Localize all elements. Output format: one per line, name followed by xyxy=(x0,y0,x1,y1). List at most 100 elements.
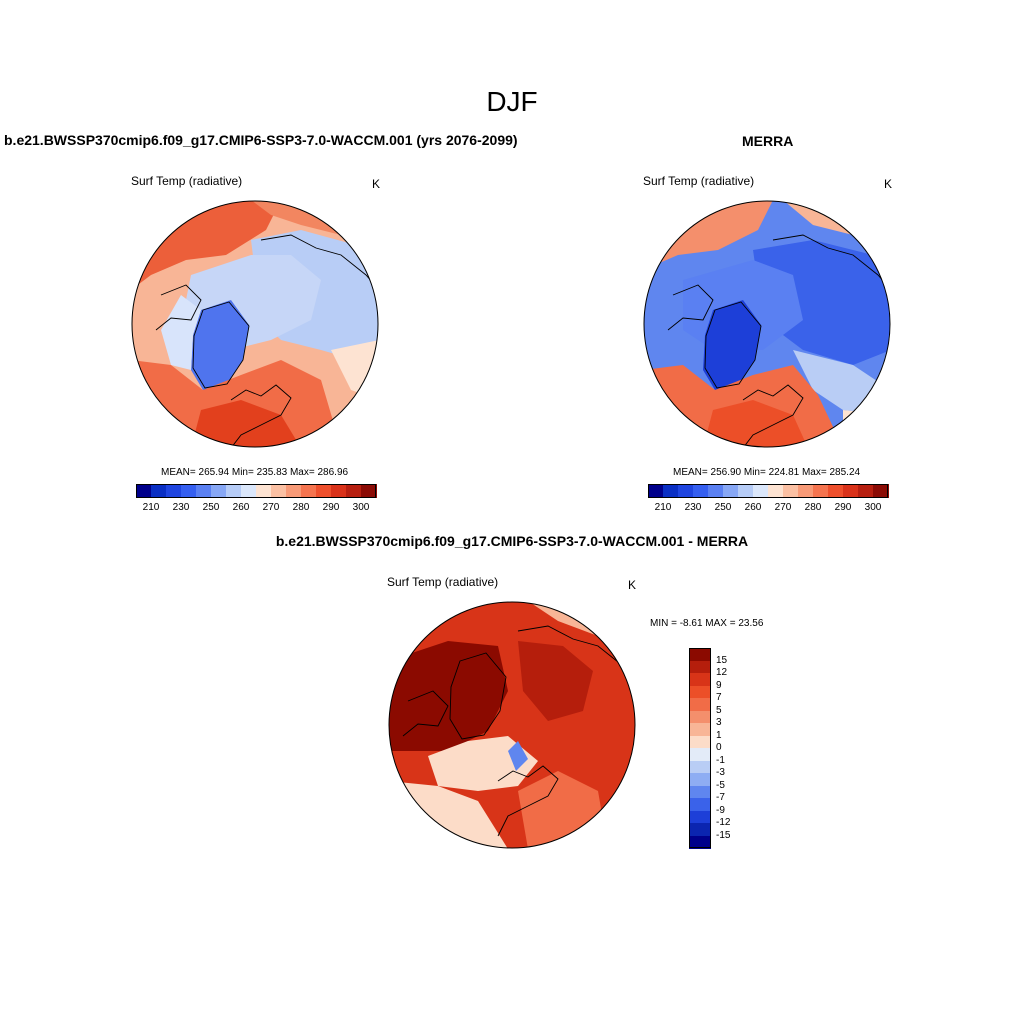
obs-colorbar-swatch xyxy=(738,484,754,498)
model-colorbar-swatch xyxy=(316,484,332,498)
diff-colorbar-tick-label: -1 xyxy=(716,754,725,766)
obs-colorbar-frame xyxy=(648,484,888,498)
model-colorbar-swatch xyxy=(256,484,272,498)
diff-colorbar-labels: 15 12 9 7 5 3 1 0 -1 -3 -5 -7 -9 -12 -15 xyxy=(716,648,756,848)
obs-colorbar-tick-label: 290 xyxy=(834,502,852,513)
obs-colorbar-swatch xyxy=(708,484,724,498)
obs-mild-alaska xyxy=(843,410,890,447)
model-colorbar xyxy=(136,484,377,498)
model-colorbar-swatch xyxy=(181,484,197,498)
obs-colorbar-swatch xyxy=(723,484,739,498)
model-colorbar-swatch xyxy=(301,484,317,498)
diff-colorbar-swatch xyxy=(689,648,711,661)
model-colorbar-labels: 210 230 250 260 270 280 290 300 xyxy=(136,502,376,514)
obs-hot-scandinavia xyxy=(703,400,808,447)
model-coastline-russia xyxy=(260,234,378,291)
diff-colorbar-tick-label: 7 xyxy=(716,692,722,703)
diff-colorbar-tick-label: -5 xyxy=(716,779,725,791)
model-colorbar-swatch xyxy=(241,484,257,498)
figure-title: DJF xyxy=(486,86,538,117)
diff-negative-sea-ice-edge xyxy=(508,741,528,771)
obs-colorbar-swatch xyxy=(768,484,784,498)
obs-colorbar-swatch xyxy=(783,484,799,498)
diff-colorbar-tick-label: -12 xyxy=(716,817,731,828)
obs-coastline-europe xyxy=(742,384,804,447)
model-colorbar-tick-label: 300 xyxy=(352,502,370,513)
diff-strong-siberia xyxy=(518,641,593,721)
obs-colorbar-labels: 210 230 250 260 270 280 290 300 xyxy=(648,502,888,514)
model-colorbar-swatch xyxy=(331,484,347,498)
diff-colorbar-tick-label: -3 xyxy=(716,767,725,778)
obs-colorbar-tick-label: 250 xyxy=(714,502,732,513)
obs-colorbar-tick-label: 210 xyxy=(654,502,672,513)
diff-colorbar-swatch xyxy=(689,760,711,774)
obs-colorbar-swatch xyxy=(873,484,889,498)
model-colorbar-swatch xyxy=(136,484,152,498)
diff-coastline-greenland xyxy=(449,652,507,740)
obs-colorbar xyxy=(648,484,889,498)
diff-colorbar-tick-label: 5 xyxy=(716,704,722,716)
model-cool-ring xyxy=(161,295,201,370)
obs-colorbar-swatch xyxy=(648,484,664,498)
diff-stats: MIN = -8.61 MAX = 23.56 xyxy=(650,618,764,629)
obs-colorbar-swatch xyxy=(843,484,859,498)
model-panel-title: b.e21.BWSSP370cmip6.f09_g17.CMIP6-SSP3-7… xyxy=(4,132,518,148)
obs-colorbar-swatch xyxy=(828,484,844,498)
model-polar-map xyxy=(131,200,379,448)
obs-colorbar-swatch xyxy=(813,484,829,498)
diff-colorbar-swatch xyxy=(689,735,711,749)
model-colorbar-swatch xyxy=(166,484,182,498)
diff-colorbar-frame xyxy=(689,648,711,848)
diff-colorbar-tick-label: 9 xyxy=(716,679,722,691)
model-colorbar-frame xyxy=(136,484,376,498)
diff-colorbar-swatch xyxy=(689,660,711,674)
model-colorbar-tick-label: 210 xyxy=(142,502,160,513)
model-coastline-europe xyxy=(230,384,292,447)
diff-colorbar-swatch xyxy=(689,798,711,811)
obs-colorbar-swatch xyxy=(678,484,694,498)
model-colorbar-swatch xyxy=(271,484,287,498)
diff-colorbar-tick-label: 12 xyxy=(716,667,728,678)
diff-polar-map xyxy=(388,601,636,849)
diff-colorbar-tick-label: -7 xyxy=(716,792,725,803)
model-colorbar-tick-label: 230 xyxy=(172,502,190,513)
diff-colorbar-swatch xyxy=(689,835,711,849)
model-hot-scandinavia xyxy=(191,400,301,447)
diff-units-label: K xyxy=(628,578,637,592)
model-colorbar-tick-label: 270 xyxy=(262,502,280,513)
model-colorbar-tick-label: 260 xyxy=(232,502,250,513)
model-field-label: Surf Temp (radiative) xyxy=(131,174,243,188)
obs-field-label: Surf Temp (radiative) xyxy=(643,174,755,188)
model-colorbar-swatch xyxy=(286,484,302,498)
model-units-label: K xyxy=(372,177,381,191)
obs-very-cold-greenland xyxy=(703,300,761,390)
diff-field-label: Surf Temp (radiative) xyxy=(387,575,499,589)
obs-stats: MEAN= 256.90 Min= 224.81 Max= 285.24 xyxy=(673,467,861,478)
model-colorbar-swatch xyxy=(151,484,167,498)
diff-colorbar-swatch xyxy=(689,748,711,761)
obs-colorbar-tick-label: 260 xyxy=(744,502,762,513)
diff-colorbar-swatch xyxy=(689,685,711,699)
obs-units-label: K xyxy=(884,177,893,191)
diff-colorbar-swatch xyxy=(689,810,711,824)
model-colorbar-tick-label: 290 xyxy=(322,502,340,513)
model-coastline-greenland xyxy=(192,301,250,389)
diff-coastline-europe xyxy=(497,765,559,837)
diff-strong-canada xyxy=(389,641,508,751)
obs-cold-siberia xyxy=(753,240,890,365)
obs-colorbar-tick-label: 270 xyxy=(774,502,792,513)
model-colorbar-tick-label: 250 xyxy=(202,502,220,513)
diff-colorbar-tick-label: 1 xyxy=(716,729,722,741)
diff-colorbar-swatch xyxy=(689,710,711,724)
obs-colorbar-swatch xyxy=(798,484,814,498)
model-stats: MEAN= 265.94 Min= 235.83 Max= 286.96 xyxy=(161,467,349,478)
model-colorbar-swatch xyxy=(226,484,242,498)
model-colorbar-swatch xyxy=(196,484,212,498)
model-cold-greenland xyxy=(191,300,249,390)
obs-colorbar-swatch xyxy=(858,484,874,498)
obs-colorbar-tick-label: 280 xyxy=(804,502,822,513)
diff-colorbar-tick-label: 3 xyxy=(716,717,722,728)
model-colorbar-swatch xyxy=(361,484,377,498)
obs-coastline-russia xyxy=(772,234,890,291)
diff-colorbar-swatch xyxy=(689,698,711,711)
